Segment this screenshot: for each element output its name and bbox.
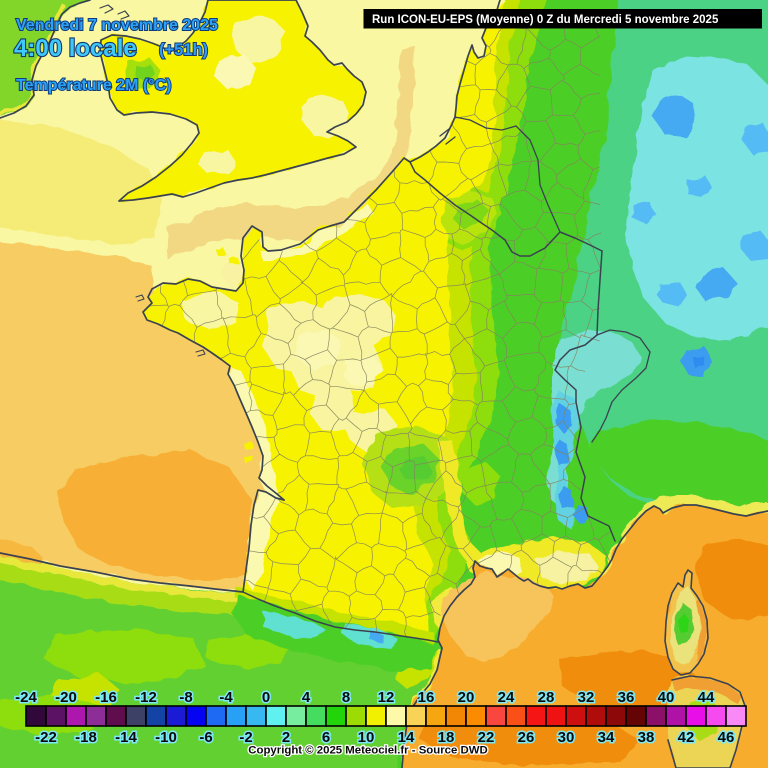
svg-text:12: 12 (378, 689, 395, 706)
svg-text:0: 0 (262, 689, 270, 706)
svg-text:18: 18 (438, 729, 455, 746)
svg-text:30: 30 (558, 729, 575, 746)
svg-text:-24: -24 (15, 689, 37, 706)
svg-text:14: 14 (398, 729, 415, 746)
svg-text:26: 26 (518, 729, 535, 746)
svg-text:36: 36 (618, 689, 635, 706)
svg-text:Copyright © 2025 Meteociel.fr: Copyright © 2025 Meteociel.fr - Source D… (248, 745, 487, 757)
svg-text:-14: -14 (115, 729, 137, 746)
svg-text:2: 2 (282, 729, 290, 746)
svg-text:46: 46 (718, 729, 735, 746)
svg-text:-2: -2 (239, 729, 252, 746)
svg-text:Vendredi 7 novembre 2025: Vendredi 7 novembre 2025 (16, 17, 218, 34)
svg-text:34: 34 (598, 729, 615, 746)
svg-text:16: 16 (418, 689, 435, 706)
svg-text:4: 4 (302, 689, 311, 706)
svg-text:40: 40 (658, 689, 675, 706)
svg-text:44: 44 (698, 689, 715, 706)
svg-text:-22: -22 (35, 729, 57, 746)
svg-text:-18: -18 (75, 729, 97, 746)
svg-text:22: 22 (478, 729, 495, 746)
svg-text:4:00 locale: 4:00 locale (14, 35, 137, 62)
svg-text:Température 2M (°C): Température 2M (°C) (16, 77, 171, 94)
svg-text:-8: -8 (179, 689, 192, 706)
svg-text:-16: -16 (95, 689, 117, 706)
svg-text:-10: -10 (155, 729, 177, 746)
svg-text:(+51h): (+51h) (159, 41, 208, 59)
svg-text:-6: -6 (199, 729, 212, 746)
svg-text:32: 32 (578, 689, 595, 706)
svg-text:24: 24 (498, 689, 515, 706)
svg-text:38: 38 (638, 729, 655, 746)
svg-text:-4: -4 (219, 689, 233, 706)
svg-text:-12: -12 (135, 689, 157, 706)
svg-text:6: 6 (322, 729, 330, 746)
svg-text:8: 8 (342, 689, 350, 706)
svg-text:20: 20 (458, 689, 475, 706)
svg-text:42: 42 (678, 729, 695, 746)
svg-text:Run ICON-EU-EPS (Moyenne) 0 Z: Run ICON-EU-EPS (Moyenne) 0 Z du Mercred… (372, 14, 719, 26)
svg-text:28: 28 (538, 689, 555, 706)
svg-text:-20: -20 (55, 689, 77, 706)
svg-text:10: 10 (358, 729, 375, 746)
